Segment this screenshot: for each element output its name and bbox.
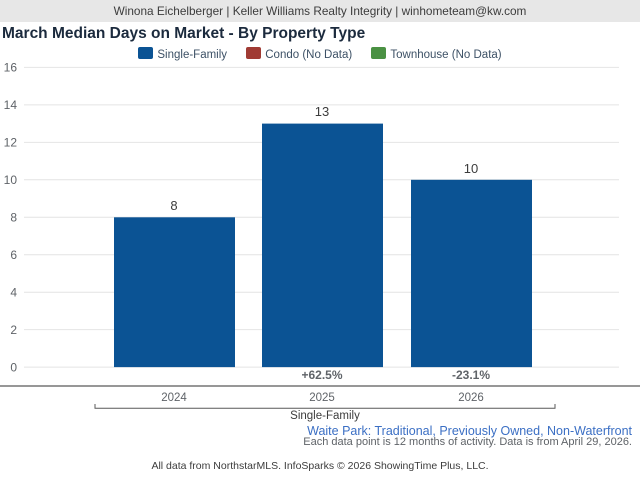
- svg-text:4: 4: [10, 286, 17, 300]
- svg-text:-23.1%: -23.1%: [452, 368, 490, 382]
- svg-text:10: 10: [4, 173, 18, 187]
- svg-text:6: 6: [10, 248, 17, 262]
- svg-text:16: 16: [4, 61, 18, 75]
- svg-text:0: 0: [10, 361, 17, 375]
- svg-text:8: 8: [170, 198, 177, 213]
- svg-text:14: 14: [4, 98, 18, 112]
- svg-text:12: 12: [4, 136, 18, 150]
- svg-text:10: 10: [464, 161, 478, 176]
- svg-text:8: 8: [10, 211, 17, 225]
- svg-text:2024: 2024: [161, 392, 187, 404]
- svg-text:2026: 2026: [458, 392, 484, 404]
- svg-text:2025: 2025: [309, 392, 335, 404]
- svg-text:+62.5%: +62.5%: [301, 368, 342, 382]
- svg-text:13: 13: [315, 104, 329, 119]
- svg-text:Single-Family: Single-Family: [290, 410, 360, 422]
- svg-text:2: 2: [10, 323, 17, 337]
